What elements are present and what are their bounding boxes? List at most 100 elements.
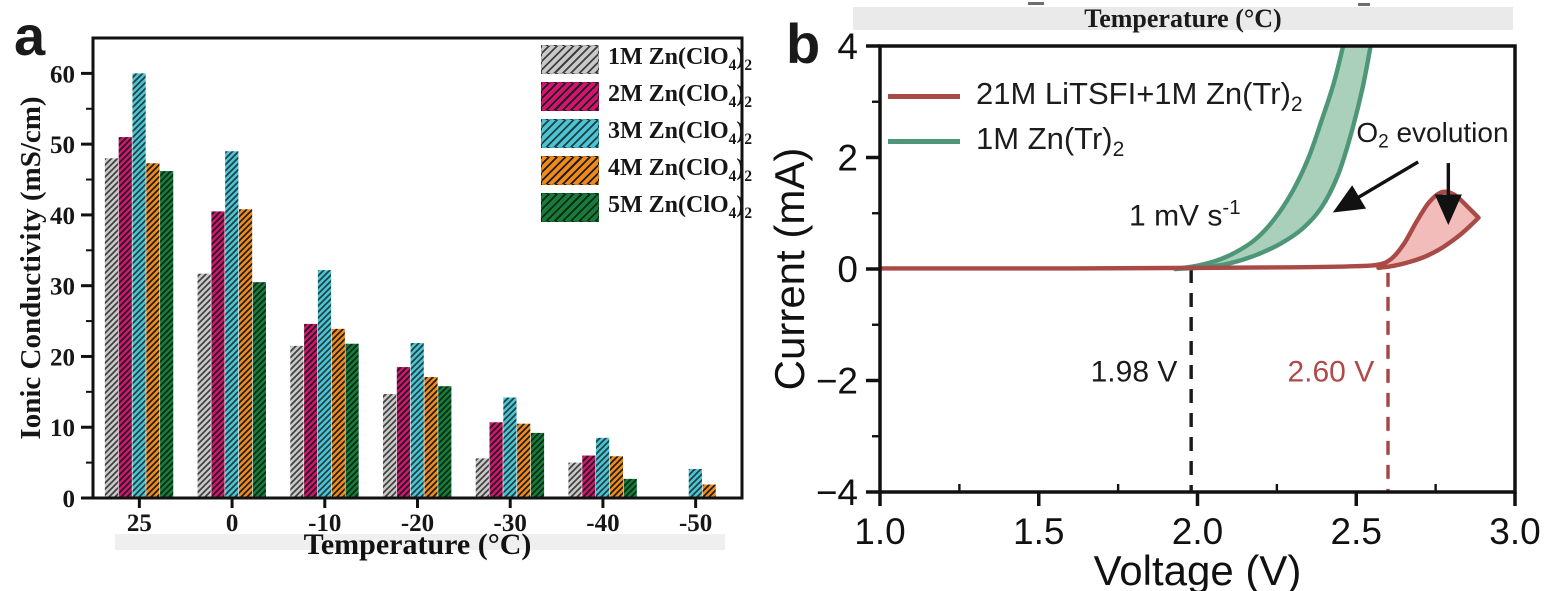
series-line-1M-ZnTr2-forward <box>1173 46 1346 272</box>
y-axis-title-b: Current (mA) <box>770 148 813 391</box>
bar-4M Zn(ClO4)2--10 <box>331 328 345 498</box>
bar-5M Zn(ClO4)2--40 <box>623 478 637 498</box>
cropped-top-axis-title: Temperature (°C) <box>1084 3 1282 33</box>
bar-2M Zn(ClO4)2--10 <box>304 323 318 498</box>
bar-4M Zn(ClO4)2--50 <box>702 484 716 498</box>
x-tick-label: -10 <box>308 510 341 537</box>
series-line-21M-LiTSFI-return <box>1376 215 1481 271</box>
legend-label: 4M Zn(ClO4)2 <box>608 155 753 185</box>
onset-red-label: 2.60 V <box>1287 356 1374 389</box>
legend-item-1M Zn(ClO4)2: 1M Zn(ClO4)2 <box>541 41 752 78</box>
ionic-conductivity-bar-chart: 0 10 20 30 40 50 60 25 0 -10 -20 -30 -40 -50 Ionic Con… <box>15 36 744 537</box>
x-tick-label: -30 <box>494 510 527 537</box>
bar-3M Zn(ClO4)2--10 <box>317 270 332 498</box>
bar-5M Zn(ClO4)2--20 <box>438 386 452 498</box>
x-tick-label: -20 <box>401 510 434 537</box>
bar-2M Zn(ClO4)2--40 <box>582 455 596 498</box>
o2-evolution-label: O2 evolution <box>1356 117 1508 153</box>
bar-4M Zn(ClO4)2-0 <box>238 209 253 498</box>
annotation-arrow-0 <box>1332 160 1420 213</box>
lsv-line-chart: 4 2 0 −2 −41.0 1.5 2.0 2.5 3.0 Current (mA) Voltag… <box>770 26 1541 591</box>
bar-1M Zn(ClO4)2--20 <box>383 393 397 498</box>
legend-item-2M Zn(ClO4)2: 2M Zn(ClO4)2 <box>541 78 752 115</box>
bar-1M Zn(ClO4)2--10 <box>290 345 304 498</box>
x-tick-label: 0 <box>226 510 239 537</box>
x-axis-title-b: Voltage (V) <box>1094 547 1302 591</box>
x-tick-label: 25 <box>127 510 152 537</box>
legend-swatch-icon <box>541 193 599 222</box>
onset-black-label: 1.98 V <box>1091 356 1178 389</box>
crop-artifact <box>1028 2 1044 5</box>
y-tick-label: 20 <box>50 344 75 371</box>
bar-4M Zn(ClO4)2--20 <box>424 376 438 498</box>
y-tick-label: 10 <box>50 415 75 442</box>
legend-swatch-icon <box>541 82 599 111</box>
series-area-1M-ZnTr2 <box>1175 46 1373 269</box>
legend-item-5M Zn(ClO4)2: 5M Zn(ClO4)2 <box>541 189 752 226</box>
legend-item-1M Zn(Tr)2: 1M Zn(Tr)2 <box>888 119 1303 164</box>
y-tick-label: 40 <box>50 203 75 230</box>
bar-2M Zn(ClO4)2--20 <box>396 367 410 498</box>
bar-4M Zn(ClO4)2--30 <box>517 423 531 498</box>
crop-artifact-strip: Temperature (°C) <box>853 3 1513 33</box>
bar-2M Zn(ClO4)2-25 <box>118 137 132 499</box>
legend-a: 1M Zn(ClO4)2 2M Zn(ClO4)2 3M Zn(ClO4)2 4M Z… <box>541 41 752 226</box>
legend-label: 1M Zn(ClO4)2 <box>608 44 753 74</box>
series-line-21M-LiTSFI-forward <box>880 189 1481 271</box>
bar-2M Zn(ClO4)2-0 <box>211 211 225 498</box>
scan-rate-label: 1 mV s-1 <box>1129 197 1241 232</box>
legend-line-icon <box>888 139 960 144</box>
legend-swatch-icon <box>541 119 599 148</box>
bar-4M Zn(ClO4)2-25 <box>146 163 160 498</box>
bar-3M Zn(ClO4)2--30 <box>503 397 517 498</box>
x-tick-label: 2.0 <box>1172 511 1223 552</box>
bar-groups <box>104 73 716 499</box>
bar-5M Zn(ClO4)2--30 <box>530 432 545 498</box>
legend-item-4M Zn(ClO4)2: 4M Zn(ClO4)2 <box>541 152 752 189</box>
legend-label: 1M Zn(Tr)2 <box>976 120 1125 162</box>
legend-item-21M LiTSFI+1M Zn(Tr)2: 21M LiTSFI+1M Zn(Tr)2 <box>888 74 1303 119</box>
x-tick-label: 1.0 <box>854 511 905 552</box>
y-tick-label: 0 <box>63 486 76 513</box>
panel-b: Temperature (°C) 4 2 0 −2 −4 1.0 1.5 2.0 2.5 3.0 C… <box>770 0 1547 591</box>
series-line-1M-ZnTr2-return <box>1173 46 1373 272</box>
bar-3M Zn(ClO4)2--40 <box>596 437 610 498</box>
y-tick-label: −2 <box>816 361 858 402</box>
bar-4M Zn(ClO4)2--40 <box>609 456 624 498</box>
legend-label: 3M Zn(ClO4)2 <box>608 118 753 148</box>
x-tick-label: -40 <box>586 510 619 537</box>
legend-line-icon <box>888 94 960 99</box>
y-tick-label: 4 <box>837 26 858 67</box>
legend-b: 21M LiTSFI+1M Zn(Tr)2 1M Zn(Tr)2 <box>888 74 1303 164</box>
bar-1M Zn(ClO4)2--40 <box>568 462 582 498</box>
legend-swatch-icon <box>541 45 599 74</box>
crop-artifact-strip <box>115 534 725 550</box>
x-axis-title-a: Temperature (°C) <box>303 528 532 561</box>
bar-5M Zn(ClO4)2-0 <box>252 282 266 498</box>
x-tick-label: 2.5 <box>1331 511 1382 552</box>
bar-3M Zn(ClO4)2-0 <box>225 151 239 498</box>
crop-artifact <box>1358 3 1370 6</box>
y-tick-label: 2 <box>837 138 858 179</box>
bar-3M Zn(ClO4)2-25 <box>132 73 146 498</box>
legend-label: 2M Zn(ClO4)2 <box>608 81 753 111</box>
y-tick-label: 60 <box>50 61 75 88</box>
bar-2M Zn(ClO4)2--30 <box>489 422 503 498</box>
y-axis-title-a: Ionic Conductivity (mS/cm) <box>15 96 47 439</box>
panel-a: 0 10 20 30 40 50 60 25 0 -10 -20 -30 -40 -50 Ionic Con… <box>0 0 770 591</box>
panel-b-letter: b <box>786 12 821 75</box>
panel-a-letter: a <box>14 4 46 67</box>
y-tick-label: 0 <box>837 249 858 290</box>
legend-label: 21M LiTSFI+1M Zn(Tr)2 <box>976 75 1303 117</box>
bar-1M Zn(ClO4)2-0 <box>197 273 211 498</box>
bar-3M Zn(ClO4)2--20 <box>410 343 424 498</box>
legend-swatch-icon <box>541 156 599 185</box>
bar-1M Zn(ClO4)2--30 <box>475 458 489 498</box>
bar-5M Zn(ClO4)2-25 <box>160 171 174 499</box>
x-tick-label: 1.5 <box>1013 511 1064 552</box>
legend-label: 5M Zn(ClO4)2 <box>608 192 753 222</box>
y-tick-label: 30 <box>50 274 75 301</box>
x-tick-label: -50 <box>679 510 712 537</box>
bar-3M Zn(ClO4)2--50 <box>688 468 702 498</box>
